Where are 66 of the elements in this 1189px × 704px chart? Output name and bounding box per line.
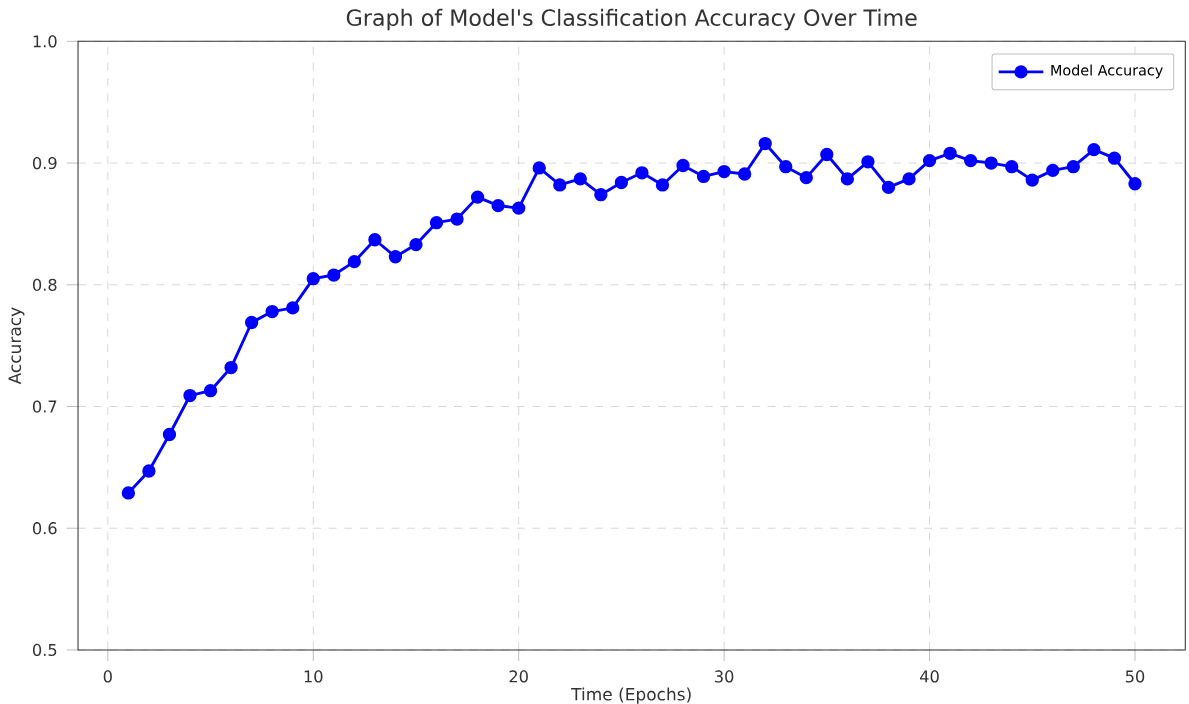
point <box>491 199 505 213</box>
point <box>820 147 834 162</box>
point <box>1046 163 1060 178</box>
point <box>861 155 875 169</box>
point <box>409 237 423 252</box>
point <box>203 384 218 398</box>
point <box>388 250 403 264</box>
point <box>696 169 711 184</box>
point <box>306 272 320 286</box>
point <box>512 201 526 215</box>
x-tick-label: 50 <box>1125 670 1145 683</box>
point <box>737 167 752 181</box>
point <box>984 156 998 170</box>
point <box>121 486 136 500</box>
point <box>1107 151 1122 165</box>
point <box>635 166 649 180</box>
y-tick-label: 1.0 <box>33 35 57 48</box>
x-axis-title: Time (Epochs) <box>571 687 691 704</box>
point <box>553 178 567 192</box>
point <box>758 136 772 151</box>
y-axis-title: Accuracy <box>8 307 25 385</box>
point <box>614 175 629 190</box>
point <box>224 360 238 375</box>
point <box>162 427 177 442</box>
point <box>470 190 485 204</box>
point <box>368 233 382 247</box>
point <box>779 160 793 174</box>
point <box>1128 177 1142 191</box>
x-tick-label: 30 <box>715 670 734 683</box>
point <box>594 188 608 202</box>
y-tick-label: 0.5 <box>32 643 57 657</box>
point <box>655 178 670 192</box>
point <box>717 164 731 179</box>
chart-title: Graph of Model's Classification Accuracy Over Time <box>346 8 917 31</box>
point <box>676 158 690 173</box>
point <box>327 268 341 282</box>
point <box>902 172 916 186</box>
point <box>183 388 197 403</box>
x-tick-label: 40 <box>920 670 939 683</box>
legend-label: Model Accuracy <box>1051 64 1163 79</box>
point <box>450 212 464 226</box>
point <box>1025 173 1039 187</box>
point <box>573 172 587 186</box>
x-tick-label: 0 <box>103 670 112 683</box>
point <box>840 172 855 186</box>
y-tick-label: 0.7 <box>32 400 57 413</box>
point <box>347 255 361 269</box>
y-tick-label: 0.6 <box>32 522 57 535</box>
point <box>142 464 156 478</box>
point <box>1066 160 1081 174</box>
point <box>922 153 937 168</box>
point <box>265 304 279 319</box>
point <box>429 216 444 230</box>
point <box>286 301 300 315</box>
point <box>1087 143 1101 157</box>
point <box>943 146 957 160</box>
point <box>244 315 259 330</box>
point <box>799 171 813 185</box>
point <box>963 153 978 168</box>
point <box>1005 160 1019 174</box>
x-tick-label: 20 <box>509 670 528 683</box>
y-tick-label: 0.8 <box>32 278 57 291</box>
x-tick-label: 10 <box>304 670 323 683</box>
point <box>881 180 896 195</box>
point <box>532 161 546 175</box>
y-tick-label: 0.9 <box>32 156 57 170</box>
